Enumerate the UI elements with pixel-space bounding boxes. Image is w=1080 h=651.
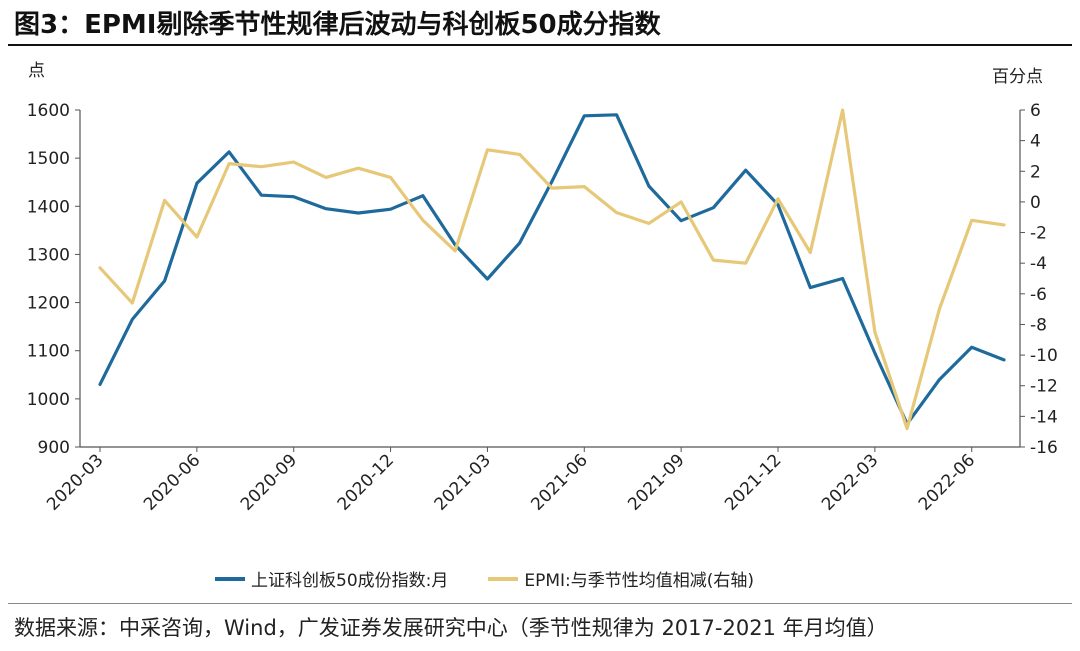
left-tick-label: 1500 bbox=[27, 149, 70, 169]
title-divider bbox=[8, 44, 1072, 46]
legend: 上证科创板50成份指数:月 EPMI:与季节性均值相减(右轴) bbox=[215, 566, 754, 591]
right-tick-label: -16 bbox=[1030, 438, 1058, 458]
series-line-star50 bbox=[98, 113, 1006, 426]
x-tick-label: 2020-03 bbox=[43, 450, 107, 514]
right-tick-label: -12 bbox=[1030, 377, 1058, 397]
x-tick-label: 2020-06 bbox=[140, 450, 204, 514]
source-divider bbox=[8, 603, 1072, 604]
legend-label-star50: 上证科创板50成份指数:月 bbox=[251, 571, 449, 591]
legend-label-epmi: EPMI:与季节性均值相减(右轴) bbox=[524, 571, 755, 591]
right-tick-label: -6 bbox=[1030, 285, 1047, 305]
legend-item-star50: 上证科创板50成份指数:月 bbox=[215, 566, 448, 591]
legend-swatch-star50 bbox=[215, 576, 245, 581]
source-note: 数据来源：中采咨询，Wind，广发证券发展研究中心（季节性规律为 2017-20… bbox=[14, 616, 888, 640]
left-tick-label: 1600 bbox=[27, 101, 70, 121]
x-tick-label: 2021-06 bbox=[527, 450, 591, 514]
x-tick-label: 2021-09 bbox=[624, 450, 688, 514]
right-tick-label: -4 bbox=[1030, 254, 1047, 274]
left-tick-label: 1200 bbox=[27, 294, 70, 314]
x-tick-label: 2022-06 bbox=[915, 450, 979, 514]
x-tick-label: 2020-12 bbox=[334, 450, 398, 514]
left-tick-label: 1000 bbox=[27, 390, 70, 410]
right-tick-label: 2 bbox=[1030, 162, 1041, 182]
x-tick-label: 2021-12 bbox=[721, 450, 785, 514]
right-tick-label: -2 bbox=[1030, 224, 1047, 244]
left-tick-label: 1100 bbox=[27, 342, 70, 362]
legend-swatch-epmi bbox=[488, 576, 519, 581]
figure-title: 图3：EPMI剔除季节性规律后波动与科创板50成分指数 bbox=[14, 10, 661, 40]
series-line-epmi bbox=[98, 108, 1006, 431]
line-chart: 900 1000 1100 1200 1300 1400 1500 1600 6 4 2 0 -2 -4 -… bbox=[27, 101, 1058, 515]
x-tick-label: 2021-03 bbox=[431, 450, 495, 514]
left-tick-label: 900 bbox=[38, 438, 70, 458]
right-axis-unit: 百分点 bbox=[992, 67, 1043, 87]
right-tick-label: 4 bbox=[1030, 132, 1041, 152]
right-tick-label: -10 bbox=[1030, 346, 1058, 366]
left-tick-label: 1400 bbox=[27, 197, 70, 217]
legend-item-epmi: EPMI:与季节性均值相减(右轴) bbox=[488, 566, 754, 591]
right-tick-label: 6 bbox=[1030, 101, 1041, 121]
x-tick-label: 2020-09 bbox=[237, 450, 301, 514]
right-tick-label: -14 bbox=[1030, 407, 1058, 427]
right-tick-label: 0 bbox=[1030, 193, 1041, 213]
left-axis-unit: 点 bbox=[28, 61, 45, 81]
x-tick-label: 2022-03 bbox=[818, 450, 882, 514]
right-tick-label: -8 bbox=[1030, 315, 1047, 335]
left-tick-label: 1300 bbox=[27, 245, 70, 265]
